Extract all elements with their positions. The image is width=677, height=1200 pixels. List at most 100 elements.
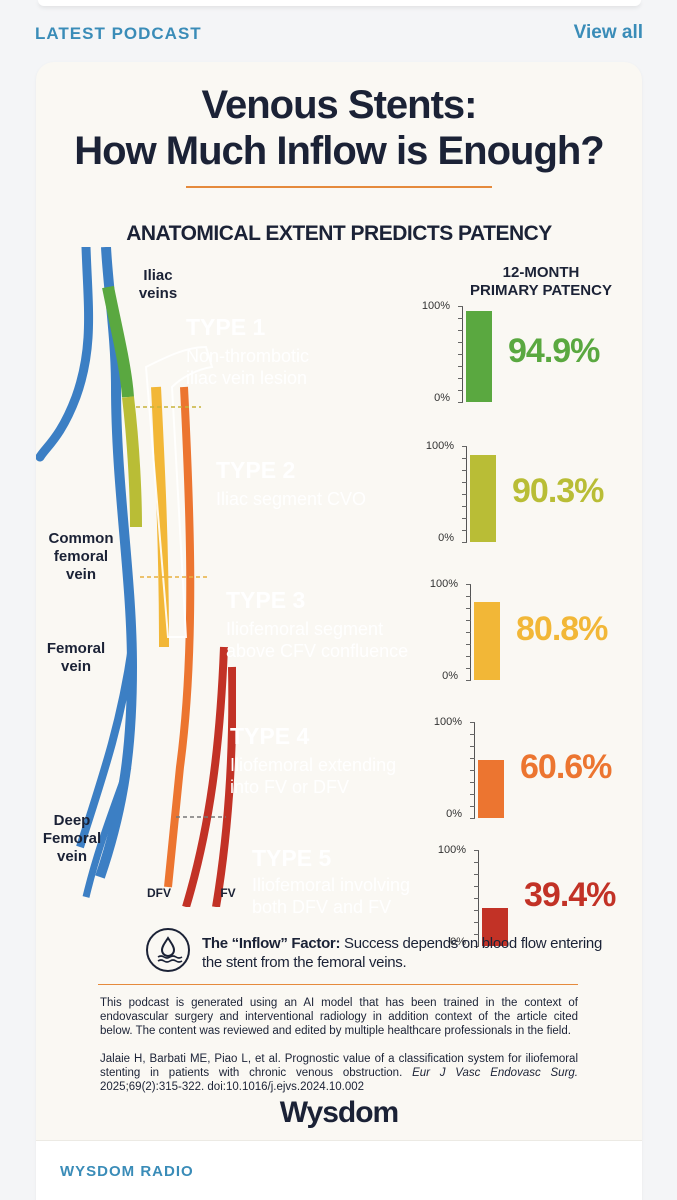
deep-femoral-branch xyxy=(82,765,132,898)
ai-disclaimer: This podcast is generated using an AI mo… xyxy=(100,997,578,1037)
infographic-subtitle: ANATOMICAL EXTENT PREDICTS PATENCY xyxy=(126,222,552,245)
type-1-title: TYPE 1 xyxy=(186,314,266,340)
gauge-tick xyxy=(466,596,471,597)
gauge-tick xyxy=(458,330,463,331)
gauge-tick xyxy=(466,680,471,681)
axis-label-100: 100% xyxy=(425,440,454,452)
gauge-tick xyxy=(458,366,463,367)
patency-value-type-3: 80.8% xyxy=(516,610,608,648)
patency-gauge-type-1: 100% 0% 94.9% xyxy=(420,300,620,410)
axis-label-0: 0% xyxy=(446,808,462,820)
inflow-bold: The “Inflow” Factor: xyxy=(202,935,341,952)
gauge-tick xyxy=(458,306,463,307)
gauge-tick xyxy=(474,922,479,923)
gauge-tick xyxy=(470,818,475,819)
type-3-desc: Iliofemoral segment above CFV confluence xyxy=(226,619,409,661)
gauge-tick xyxy=(466,584,471,585)
patency-bar-type-4 xyxy=(478,759,504,818)
patency-bar-type-5 xyxy=(482,908,508,946)
section-title: LATEST PODCAST xyxy=(35,24,202,43)
vein-illustration xyxy=(36,247,236,907)
type-2-box: TYPE 2 Iliac segment CVO xyxy=(196,426,414,554)
gauge-tick xyxy=(466,632,471,633)
axis-label-100: 100% xyxy=(433,716,462,728)
gauge-tick xyxy=(462,482,467,483)
gauge-tick xyxy=(462,446,467,447)
gauge-tick xyxy=(474,934,479,935)
gauge-tick xyxy=(462,518,467,519)
stent-type5-segment-fv xyxy=(212,666,236,907)
previous-card-edge xyxy=(38,0,641,6)
stent-type1-segment xyxy=(102,285,134,398)
gauge-tick xyxy=(458,318,463,319)
water-drop-icon xyxy=(146,928,190,972)
gauge-tick xyxy=(466,644,471,645)
label-fv: FV xyxy=(220,886,236,900)
gauge-tick xyxy=(458,390,463,391)
gauge-tick xyxy=(458,402,463,403)
gauge-tick xyxy=(470,746,475,747)
stent-outline xyxy=(144,345,214,638)
label-dfv: DFV xyxy=(147,886,171,900)
gauge-tick xyxy=(466,608,471,609)
gauge-tick xyxy=(458,378,463,379)
inflow-factor-text: The “Inflow” Factor: Success depends on … xyxy=(202,934,602,972)
gauge-tick xyxy=(474,898,479,899)
patency-gauge-type-3: 100% 0% 80.8% xyxy=(428,578,628,688)
podcast-card[interactable]: Venous Stents: How Much Inflow is Enough… xyxy=(36,62,642,1200)
patency-value-type-2: 90.3% xyxy=(512,472,604,510)
type-4-box: TYPE 4 Iliofemoral extending into FV or D… xyxy=(210,700,424,824)
stent-type2-segment xyxy=(122,396,142,528)
patency-value-type-5: 39.4% xyxy=(524,876,616,914)
disclaimer-divider xyxy=(98,984,578,985)
axis-label-0: 0% xyxy=(442,670,458,682)
label-common-femoral-vein: Common femoral vein xyxy=(48,530,114,583)
gauge-tick xyxy=(470,794,475,795)
label-iliac-veins: Iliac veins xyxy=(138,267,178,302)
patency-gauge-type-5: 100% 0% 39.4% xyxy=(436,844,636,954)
type-5-box: TYPE 5 Iliofemoral involving both DFV and… xyxy=(232,830,438,917)
wysdom-radio-section: WYSDOM RADIO xyxy=(36,1140,642,1200)
type-1-box: TYPE 1 Non-thrombotic iliac vein lesion xyxy=(166,285,414,418)
title-line-1: Venous Stents: xyxy=(201,83,478,127)
iliac-vein-left xyxy=(36,247,94,462)
stent-type5-segment-dfv xyxy=(182,646,228,907)
title-divider xyxy=(186,186,492,188)
patency-value-type-4: 60.6% xyxy=(520,748,612,786)
axis-label-0: 0% xyxy=(438,532,454,544)
type-5-desc: Iliofemoral involving both DFV and FV xyxy=(252,875,411,917)
gauge-tick xyxy=(470,782,475,783)
gauge-tick xyxy=(466,668,471,669)
gauge-tick xyxy=(474,874,479,875)
gauge-tick xyxy=(462,506,467,507)
axis-label-100: 100% xyxy=(429,578,458,590)
stent-type4-segment xyxy=(164,386,195,888)
label-deep-femoral-vein: Deep Femoral vein xyxy=(42,812,102,865)
type-2-desc: Iliac segment CVO xyxy=(216,489,367,509)
type-3-title: TYPE 3 xyxy=(226,587,306,613)
patency-gauge-type-4: 100% 0% 60.6% xyxy=(432,716,632,826)
section-header: LATEST PODCAST View all xyxy=(0,22,677,46)
patency-value-type-1: 94.9% xyxy=(508,332,600,370)
gauge-tick xyxy=(462,470,467,471)
gauge-tick xyxy=(474,946,479,947)
type-4-desc: Iliofemoral extending into FV or DFV xyxy=(230,755,397,797)
femoral-vein-branch xyxy=(76,646,136,849)
gauge-tick xyxy=(458,342,463,343)
gauge-tick xyxy=(470,734,475,735)
wysdom-radio-title: WYSDOM RADIO xyxy=(60,1163,194,1180)
patency-bar-type-3 xyxy=(474,602,500,680)
gauge-tick xyxy=(462,530,467,531)
label-femoral-vein: Femoral vein xyxy=(46,640,106,675)
gauge-tick xyxy=(474,886,479,887)
type-2-title: TYPE 2 xyxy=(216,457,296,483)
view-all-link[interactable]: View all xyxy=(573,22,643,43)
citation: Jalaie H, Barbati ME, Piao L, et al. Pro… xyxy=(100,1053,578,1093)
patency-gauge-type-2: 100% 0% 90.3% xyxy=(424,440,624,550)
gauge-tick xyxy=(470,722,475,723)
axis-label-0: 0% xyxy=(434,392,450,404)
gauge-tick xyxy=(474,862,479,863)
inflow-body: Success depends on blood flow entering t… xyxy=(202,935,602,971)
gauge-tick xyxy=(462,494,467,495)
type-5-title: TYPE 5 xyxy=(252,845,332,871)
